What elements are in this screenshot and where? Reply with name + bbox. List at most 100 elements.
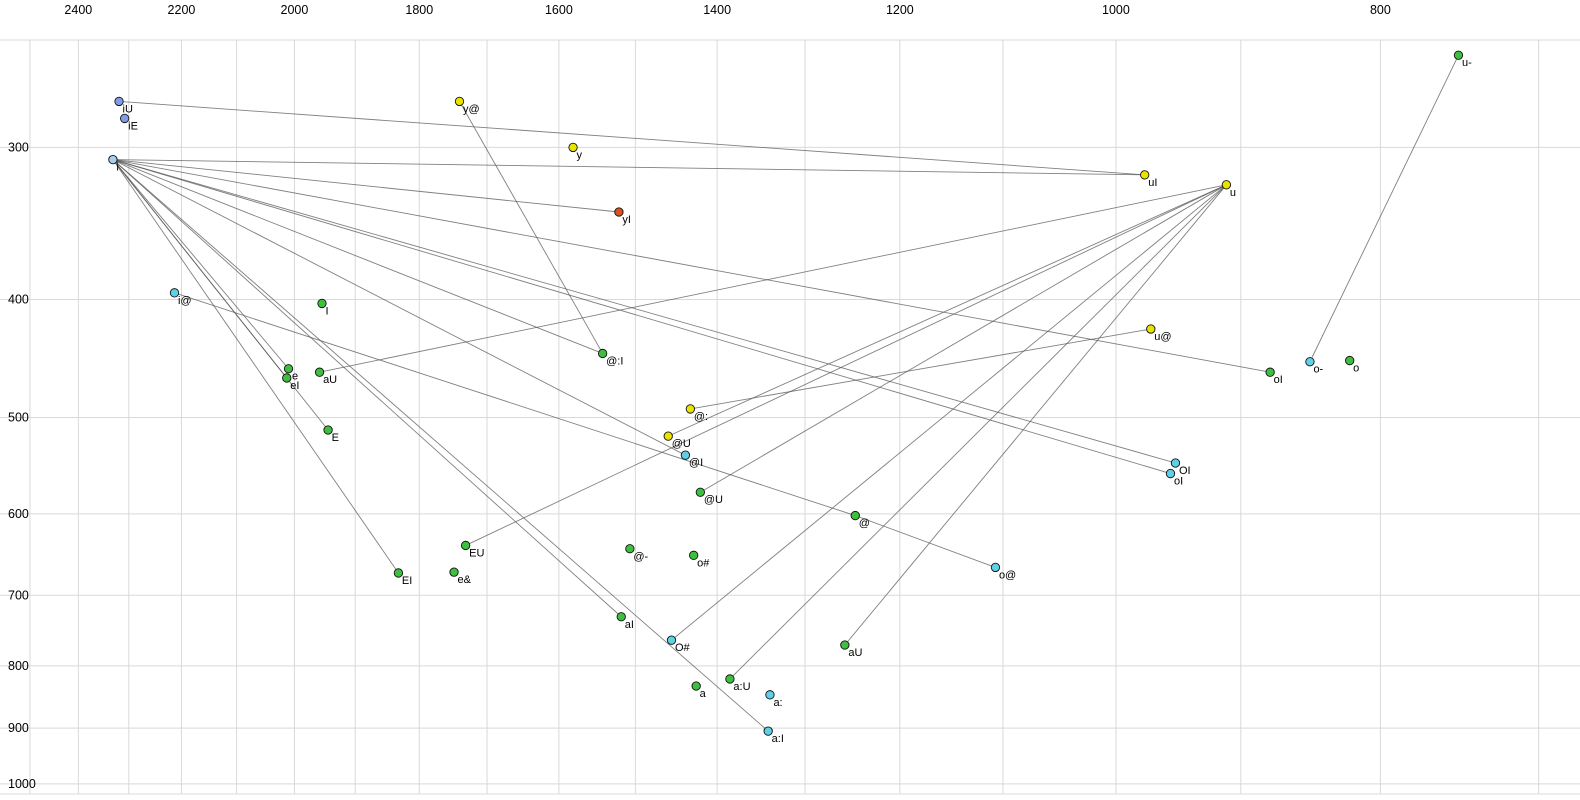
vowel-point-label-uI: uI bbox=[1148, 177, 1157, 189]
vowel-point-label-EI: EI bbox=[402, 575, 412, 587]
vowel-point-label-a:U: a:U bbox=[733, 681, 750, 693]
vowel-point-oI[interactable] bbox=[1265, 367, 1275, 377]
vowel-point-label-@-: @- bbox=[633, 551, 648, 563]
vowel-point-o-[interactable] bbox=[1305, 357, 1315, 367]
vowel-point-y@[interactable] bbox=[454, 96, 465, 107]
vowel-point-I[interactable] bbox=[317, 298, 327, 309]
vowel-point-O#[interactable] bbox=[666, 635, 677, 645]
vowel-point-u@[interactable] bbox=[1146, 324, 1156, 334]
trajectory-line-@I-i bbox=[112, 159, 686, 456]
vowel-point-label-a: a bbox=[700, 688, 707, 700]
trajectory-line-EI-i bbox=[112, 159, 399, 574]
x-axis-tick-label: 1600 bbox=[545, 3, 573, 17]
vowel-point-label-EU: EU bbox=[469, 547, 484, 559]
vowel-point-label-iE: iE bbox=[128, 120, 138, 132]
vowel-point-e[interactable] bbox=[283, 364, 294, 374]
vowel-point-@I[interactable] bbox=[680, 450, 691, 460]
vowel-point-label-o@: o@ bbox=[999, 569, 1016, 581]
vowel-point-label-@I: @I bbox=[689, 457, 703, 469]
vowel-point-label-a:: a: bbox=[773, 697, 782, 709]
trajectory-line-u@-@: bbox=[690, 328, 1151, 410]
vowel-point-oI2[interactable] bbox=[1165, 468, 1176, 479]
vowel-point-o#[interactable] bbox=[689, 550, 699, 560]
trajectory-line-O#-u bbox=[671, 184, 1227, 641]
x-axis-tick-label: 1800 bbox=[405, 3, 433, 17]
x-axis-tick-label: 1400 bbox=[703, 3, 731, 17]
trajectory-line-@U1-u bbox=[668, 184, 1227, 437]
vowel-point-label-yI: yI bbox=[622, 214, 631, 226]
vowel-point-@:[interactable] bbox=[685, 404, 696, 414]
vowel-point-a[interactable] bbox=[691, 681, 701, 691]
vowel-point-eI[interactable] bbox=[282, 373, 292, 383]
vowel-point-label-@: @ bbox=[859, 518, 870, 530]
trajectory-line-aU1-u bbox=[319, 184, 1227, 373]
vowel-point-@:I[interactable] bbox=[598, 348, 608, 359]
vowel-point-i[interactable] bbox=[108, 154, 118, 165]
vowel-point-aU1[interactable] bbox=[314, 367, 325, 377]
y-axis-tick-label: 900 bbox=[8, 721, 29, 735]
x-axis-tick-label: 2200 bbox=[168, 3, 196, 17]
trajectory-line-yI-i bbox=[112, 159, 619, 213]
vowel-point-label-o#: o# bbox=[697, 557, 710, 569]
trajectory-line-i-uI bbox=[112, 159, 1145, 176]
vowel-point-E[interactable] bbox=[323, 425, 333, 435]
vowel-point-label-E: E bbox=[332, 432, 339, 444]
vowel-point-@U1[interactable] bbox=[663, 431, 673, 441]
vowel-point-@-[interactable] bbox=[625, 544, 635, 554]
vowel-point-iE[interactable] bbox=[120, 113, 130, 124]
vowel-point-uI[interactable] bbox=[1140, 170, 1150, 180]
vowel-point-a:U[interactable] bbox=[725, 674, 735, 684]
vowel-point-label-@U2: @U bbox=[704, 494, 723, 506]
vowel-point-@[interactable] bbox=[850, 510, 860, 521]
vowel-point-u[interactable] bbox=[1221, 180, 1232, 190]
vowel-point-label-i: i bbox=[116, 162, 118, 174]
vowel-point-OI[interactable] bbox=[1170, 458, 1181, 468]
trajectory-line-@:I-i bbox=[112, 159, 603, 354]
vowel-point-iU[interactable] bbox=[114, 96, 124, 107]
vowel-point-label-@U1: @U bbox=[672, 438, 691, 450]
vowel-point-o[interactable] bbox=[1345, 355, 1355, 366]
vowel-point-aU2[interactable] bbox=[840, 640, 850, 650]
x-axis-tick-label: 2400 bbox=[64, 3, 92, 17]
vowel-point-EU[interactable] bbox=[460, 540, 471, 551]
vowel-point-i@[interactable] bbox=[169, 288, 180, 298]
vowel-point-label-a:I: a:I bbox=[772, 733, 784, 745]
trajectory-line-EU-u bbox=[465, 184, 1227, 546]
vowel-point-e&[interactable] bbox=[449, 567, 459, 577]
vowel-point-label-o: o bbox=[1353, 363, 1359, 375]
y-axis-tick-label: 600 bbox=[8, 507, 29, 521]
x-axis-tick-label: 1000 bbox=[1102, 3, 1130, 17]
vowel-point-label-y: y bbox=[577, 149, 583, 161]
vowel-point-yI[interactable] bbox=[614, 207, 624, 217]
vowel-point-label-e&: e& bbox=[458, 574, 472, 586]
vowel-point-label-u-: u- bbox=[1462, 57, 1472, 69]
trajectory-line-iU-uI bbox=[118, 100, 1145, 176]
vowel-point-u-[interactable] bbox=[1453, 50, 1464, 60]
vowel-point-EI[interactable] bbox=[393, 568, 404, 578]
vowel-point-label-eI: eI bbox=[290, 380, 299, 392]
vowel-point-label-o-: o- bbox=[1313, 364, 1323, 376]
trajectory-line-E-i bbox=[112, 159, 329, 431]
vowel-point-y[interactable] bbox=[568, 142, 578, 153]
trajectory-line-o@-@ bbox=[855, 515, 996, 568]
y-axis-tick-label: 500 bbox=[8, 410, 29, 424]
trajectory-line-i@-@ bbox=[174, 292, 856, 517]
trajectory-line-aI-i bbox=[112, 159, 622, 618]
y-axis-tick-label: 1000 bbox=[8, 777, 36, 791]
vowel-point-label-y@: y@ bbox=[463, 103, 480, 115]
vowel-point-aI[interactable] bbox=[616, 612, 626, 622]
vowel-point-label-I: I bbox=[326, 305, 329, 317]
vowel-point-o@[interactable] bbox=[990, 562, 1001, 573]
trajectory-line-aU2-u bbox=[844, 184, 1227, 646]
trajectory-line-y@-@:I bbox=[459, 101, 604, 354]
vowel-point-label-oI2: oI bbox=[1174, 476, 1183, 488]
vowel-point-label-u: u bbox=[1230, 187, 1236, 199]
trajectory-line-@U2-u bbox=[700, 184, 1227, 493]
vowel-point-@U2[interactable] bbox=[695, 487, 705, 497]
vowel-point-a:I[interactable] bbox=[763, 726, 773, 736]
x-axis-tick-label: 2000 bbox=[281, 3, 309, 17]
vowel-point-a:[interactable] bbox=[765, 690, 775, 700]
vowel-point-label-iU: iU bbox=[123, 103, 133, 115]
